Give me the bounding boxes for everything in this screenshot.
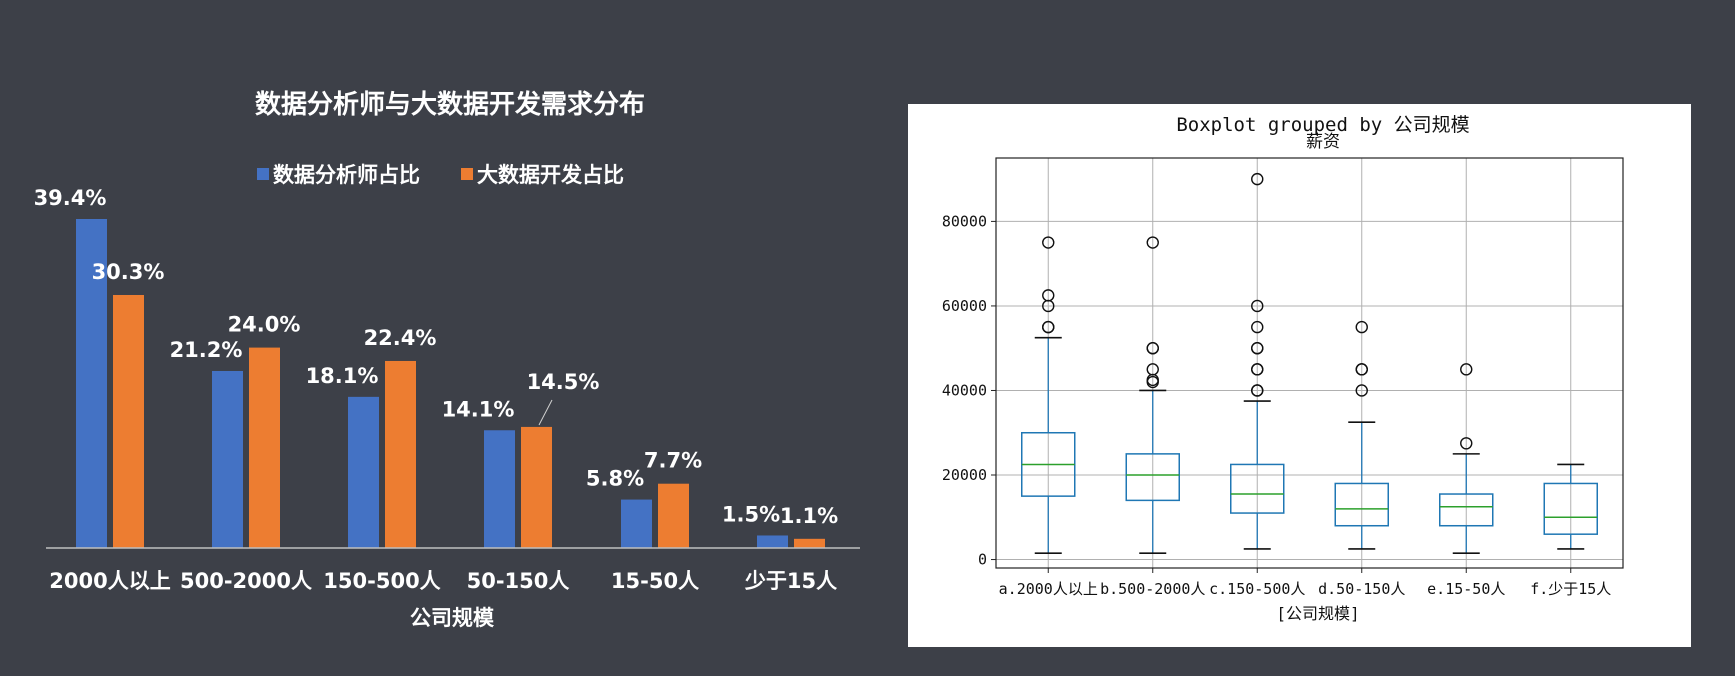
boxplot-flier: [1251, 172, 1264, 186]
bar-analyst-2: [348, 396, 379, 548]
boxplot-y-tick-label: 80000: [942, 212, 987, 230]
boxplot-flier: [1355, 384, 1368, 397]
bar-data-label: 39.4%: [34, 186, 107, 210]
legend-label-bigdata: 大数据开发占比: [477, 163, 624, 187]
bar-category-label: 150-500人: [323, 569, 440, 593]
bar-analyst-1: [212, 370, 243, 548]
boxplot-x-tick-label: b.500-2000人: [1100, 580, 1205, 598]
boxplot-x-tick-label: f.少于15人: [1530, 580, 1611, 598]
boxplot-flier: [1146, 363, 1159, 376]
bar-label-leader-line: [538, 399, 553, 426]
boxplot-x-tick-label: a.2000人以上: [999, 580, 1098, 598]
boxplot-x-tick-label: d.50-150人: [1318, 580, 1405, 598]
boxplot-subtitle: 薪资: [1306, 132, 1340, 152]
bar-bigdata-4: [658, 483, 689, 548]
boxplot-x-tick-label: c.150-500人: [1209, 580, 1305, 598]
boxplot-flier: [1251, 299, 1264, 313]
boxplot-flier: [1460, 437, 1473, 450]
bar-bigdata-2: [385, 360, 416, 548]
boxplot-box: [1125, 453, 1180, 502]
bar-category-label: 少于15人: [744, 569, 837, 593]
bar-data-label: 14.5%: [527, 370, 600, 394]
boxplot-box: [1334, 482, 1389, 527]
bar-analyst-0: [76, 219, 107, 548]
boxplot-flier: [1251, 320, 1264, 334]
bar-bigdata-0: [113, 294, 144, 548]
boxplot-panel: Boxplot grouped by 公司规模 薪资 0 20000 40000 60…: [908, 104, 1691, 647]
bar-analyst-5: [757, 535, 788, 548]
boxplot-x-axis-title: [公司规模]: [1276, 604, 1359, 623]
boxplot-box: [1230, 463, 1285, 514]
bar-category-label: 2000人以上: [49, 569, 170, 593]
boxplot-flier: [1146, 236, 1159, 249]
boxplot-flier: [1251, 384, 1264, 397]
boxplot-flier: [1355, 363, 1368, 376]
bar-analyst-4: [621, 499, 652, 548]
bar-data-label: 30.3%: [92, 260, 165, 284]
boxplot-flier: [1251, 363, 1264, 376]
bar-x-axis-title: 公司规模: [410, 606, 495, 630]
bar-data-label: 1.1%: [780, 504, 838, 528]
legend-swatch-bigdata: [461, 168, 473, 180]
boxplot-flier: [1460, 363, 1473, 376]
boxplot-y-tick-label: 60000: [942, 297, 987, 315]
boxplot-frame: [995, 157, 1624, 569]
bar-data-label: 24.0%: [228, 313, 301, 337]
bar-data-label: 21.2%: [170, 338, 243, 362]
boxplot-flier: [1042, 320, 1055, 334]
boxplot-title: Boxplot grouped by 公司规模: [1176, 114, 1469, 136]
bar-bigdata-3: [521, 426, 552, 548]
boxplot-x-tick-label: e.15-50人: [1427, 580, 1505, 598]
boxplot-plot-area: [1021, 172, 1598, 555]
boxplot-grid: 0 20000 40000 60000 80000 a.2000人以上 b.500-2000…: [942, 158, 1623, 598]
bar-data-label: 1.5%: [722, 502, 780, 526]
boxplot-chart: Boxplot grouped by 公司规模 薪资 0 20000 40000 60…: [942, 114, 1624, 623]
bar-data-label: 7.7%: [644, 449, 702, 473]
boxplot-y-tick-label: 0: [978, 551, 987, 569]
boxplot-flier: [1042, 289, 1055, 302]
bar-chart-title: 数据分析师与大数据开发需求分布: [255, 89, 645, 120]
bar-category-label: 50-150人: [467, 569, 570, 593]
bar-category-label: 15-50人: [611, 569, 699, 593]
bar-chart: 数据分析师与大数据开发需求分布 数据分析师占比 大数据开发占比 2000人以上 5…: [34, 89, 860, 630]
boxplot-flier: [1355, 320, 1368, 334]
bar-category-label: 500-2000人: [180, 569, 312, 593]
bar-data-label: 18.1%: [306, 364, 379, 388]
bar-analyst-3: [484, 430, 515, 548]
bar-data-label: 5.8%: [586, 467, 644, 491]
boxplot-y-tick-label: 40000: [942, 381, 987, 399]
bar-bigdata-1: [249, 347, 280, 548]
legend-label-analyst: 数据分析师占比: [273, 163, 420, 187]
bar-bigdata-5: [794, 538, 825, 548]
boxplot-flier: [1146, 342, 1159, 355]
bar-legend: 数据分析师占比 大数据开发占比: [257, 163, 624, 187]
boxplot-flier: [1251, 342, 1264, 355]
bar-data-label: 22.4%: [364, 326, 437, 350]
boxplot-box: [1543, 482, 1598, 535]
bar-plot-area: 2000人以上 500-2000人 150-500人 50-150人 15-50人 少于1…: [34, 186, 839, 593]
legend-swatch-analyst: [257, 168, 269, 180]
bar-data-label: 14.1%: [442, 397, 515, 421]
boxplot-y-tick-label: 20000: [942, 466, 987, 484]
boxplot-box: [1439, 493, 1494, 527]
boxplot-flier: [1042, 236, 1055, 249]
